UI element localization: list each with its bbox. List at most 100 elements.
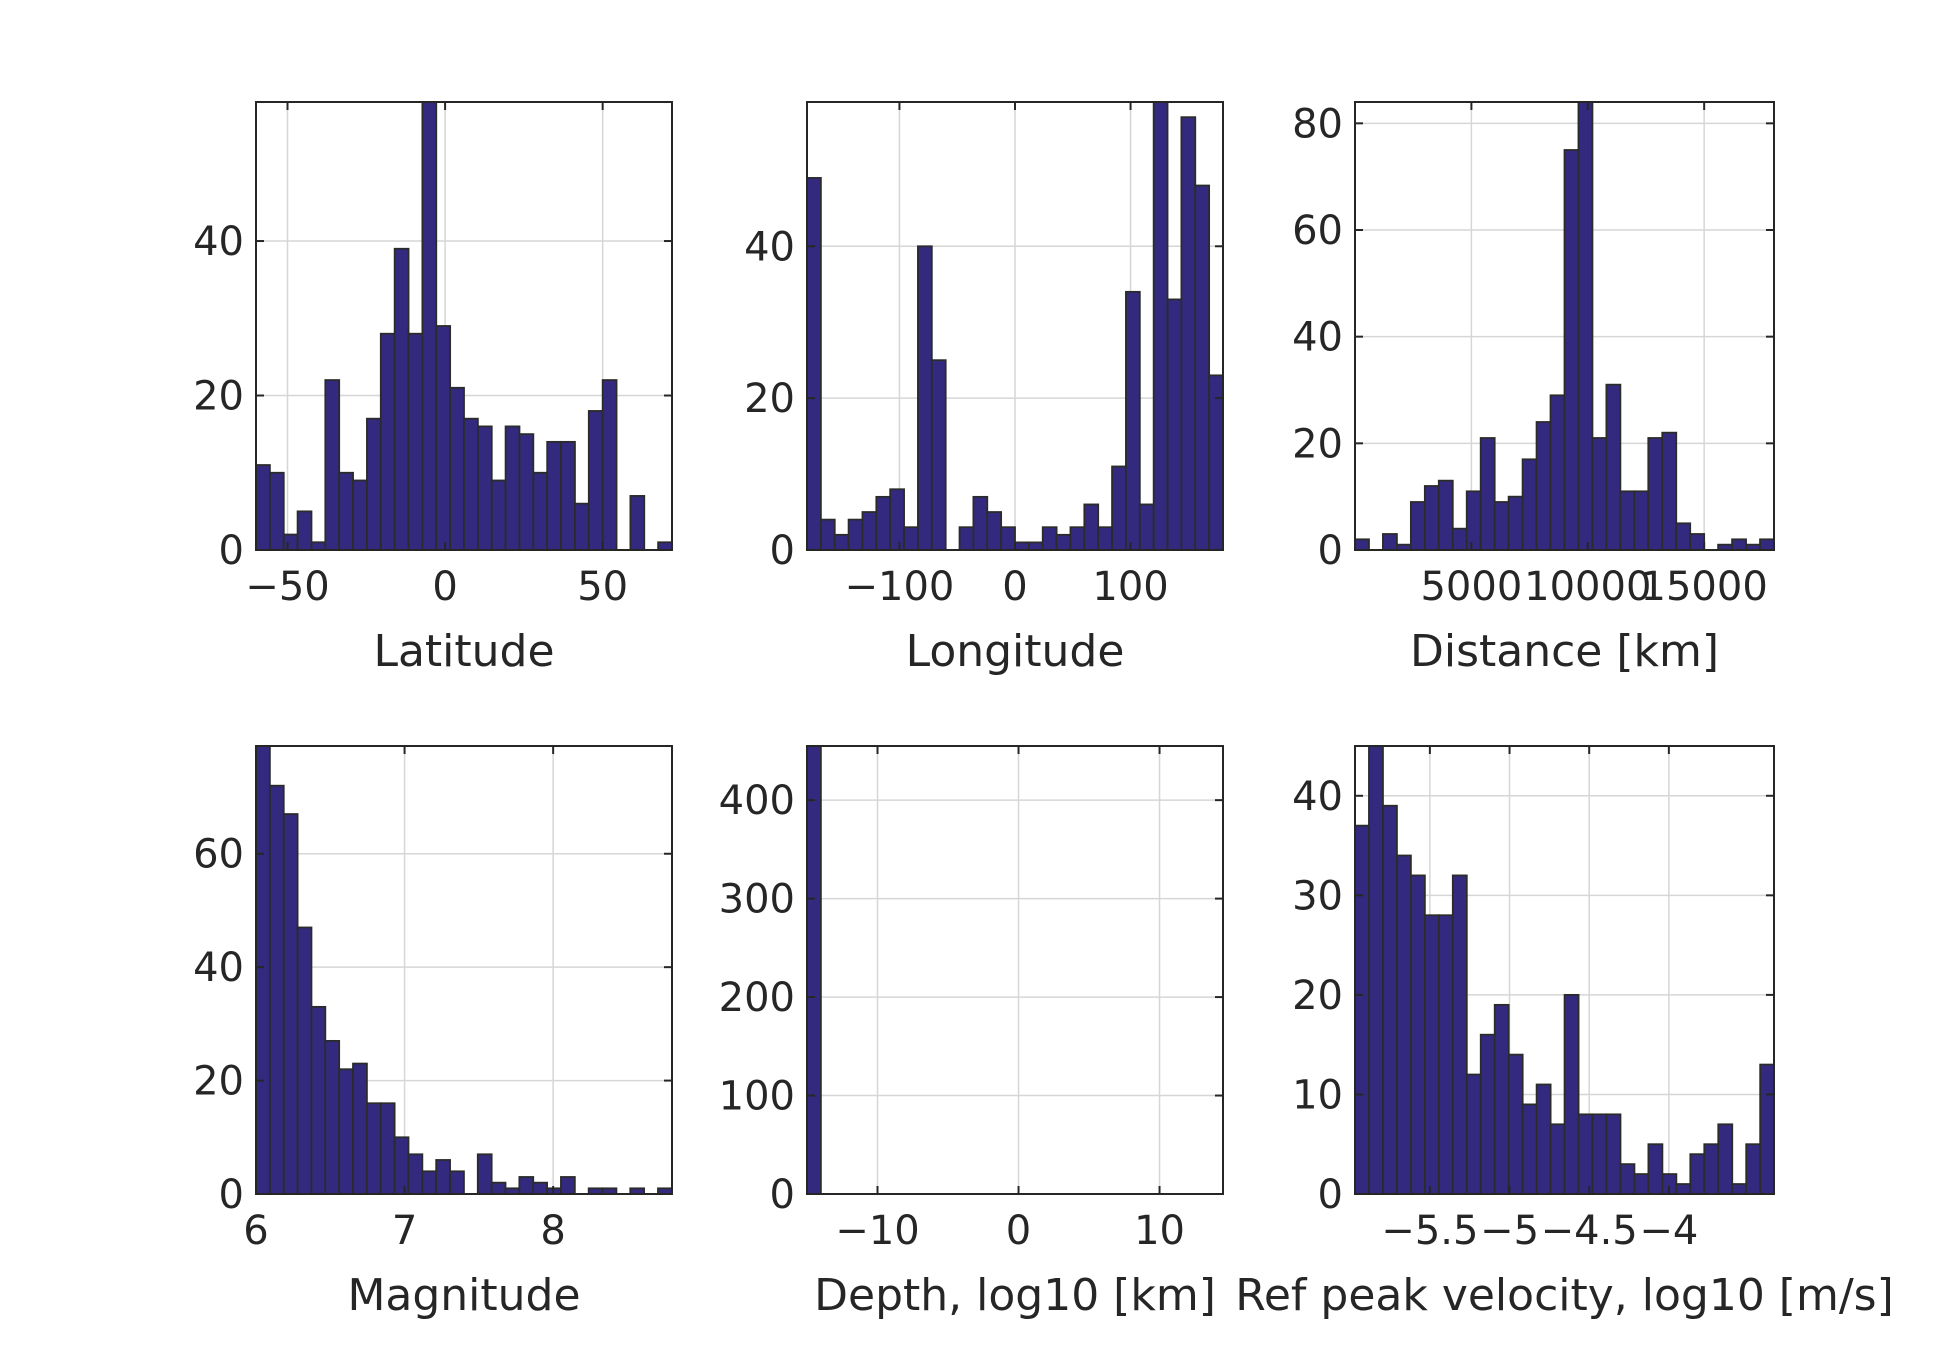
histogram-bar [1465,1073,1482,1194]
histogram-bar [476,425,493,550]
histogram-bar [310,541,327,550]
histogram-bar [819,518,836,550]
y-tick-label: 400 [719,778,795,824]
bars [1355,102,1774,550]
y-tick-label: 40 [744,224,795,270]
histogram-bar [574,502,590,550]
histogram-bar [1731,1183,1748,1194]
histogram-bar [1661,431,1678,550]
x-tick-label: 15000 [1641,564,1768,610]
histogram-bar [807,746,822,1194]
histogram-bar [1493,1003,1510,1194]
histogram-bar [256,746,271,1194]
histogram-bar [1703,1143,1720,1194]
x-tick-label: 0 [432,564,457,610]
x-axis-label: Ref peak velocity, log10 [m/s] [1235,1270,1894,1321]
axes-box [255,745,673,1195]
histogram-bar [296,926,313,1194]
bars [807,102,1223,550]
histogram-bar [1166,298,1183,550]
x-tick-label: 6 [243,1208,268,1254]
x-tick-label: −10 [835,1208,919,1254]
histogram-bar [958,526,975,550]
x-tick-label: 0 [1002,564,1027,610]
histogram-bar [1521,458,1538,550]
axes-box [1354,745,1775,1195]
histogram-bar [435,325,452,550]
histogram-bar [1563,149,1580,550]
histogram-bar [1382,804,1398,1194]
histogram-bar [518,433,535,550]
histogram-bar [256,464,271,550]
histogram-bar [379,1102,396,1194]
x-tick-label: 10 [1134,1208,1185,1254]
plot-area [807,746,1223,1194]
histogram-bar [449,386,465,550]
x-tick-label: 50 [577,564,628,610]
x-axis-label: Latitude [373,626,554,677]
histogram-bar [1423,485,1440,550]
histogram-bar [560,440,576,550]
y-tick-label: 200 [719,975,795,1021]
histogram-bar [560,1176,576,1194]
histogram-bar [296,510,313,550]
histogram-bar [1521,1103,1538,1194]
histogram-bar [490,479,507,550]
histogram-bar [1097,526,1113,550]
histogram-bar [532,471,549,550]
histogram-bar [1647,437,1664,550]
histogram-bar [1437,479,1454,550]
x-tick-label: −4 [1639,1208,1698,1254]
axes-box [1354,101,1775,551]
x-tick-label: 8 [540,1208,565,1254]
histogram-bar [1591,1113,1608,1194]
histogram-bar [518,1176,535,1194]
histogram-bar [1125,290,1141,550]
histogram-bar [875,495,892,550]
y-tick-label: 40 [193,219,244,265]
histogram-bar [421,1170,438,1194]
histogram-bar [1409,874,1426,1194]
histogram-bar [1647,1143,1664,1194]
subplot-4: 6 7 8 0 20 40 60 Magnitude [193,745,673,1321]
histogram-bar [1152,102,1169,550]
histogram-bar [310,1005,327,1194]
histogram-bar [1027,541,1044,550]
y-tick-label: 0 [219,1172,244,1218]
histogram-bar [324,379,341,550]
histogram-bar [861,511,878,550]
histogram-bar [282,813,299,1194]
x-tick-label: 0 [1006,1208,1031,1254]
histogram-bar [1451,874,1468,1194]
histogram-bar [421,102,438,550]
histogram-bar [1368,746,1384,1194]
y-tick-label: 20 [193,374,244,420]
histogram-bar [379,332,396,550]
x-axis-label: Longitude [906,626,1125,677]
x-axis-label: Magnitude [347,1270,580,1321]
histogram-bar [1382,533,1398,550]
histogram-bar [1633,490,1650,550]
x-tick-label: 10000 [1524,564,1651,610]
y-tick-label: 0 [219,528,244,574]
histogram-bar [546,440,562,550]
histogram-bar [972,495,989,550]
histogram-bar [1479,1033,1496,1194]
histogram-bar [1563,993,1580,1194]
histogram-bar [1208,374,1223,550]
x-tick-label: −5 [1480,1208,1539,1254]
y-tick-label: 0 [770,528,795,574]
histogram-bar [1759,538,1774,550]
x-tick-label: −50 [245,564,329,610]
y-tick-label: 20 [193,1059,244,1105]
histogram-bar [1055,533,1072,550]
x-tick-label: 5000 [1420,564,1522,610]
histogram-bar [366,417,382,550]
bars [256,102,672,550]
histogram-bar [1180,116,1197,550]
histogram-bar [986,511,1003,550]
histogram-bar [1437,914,1454,1194]
